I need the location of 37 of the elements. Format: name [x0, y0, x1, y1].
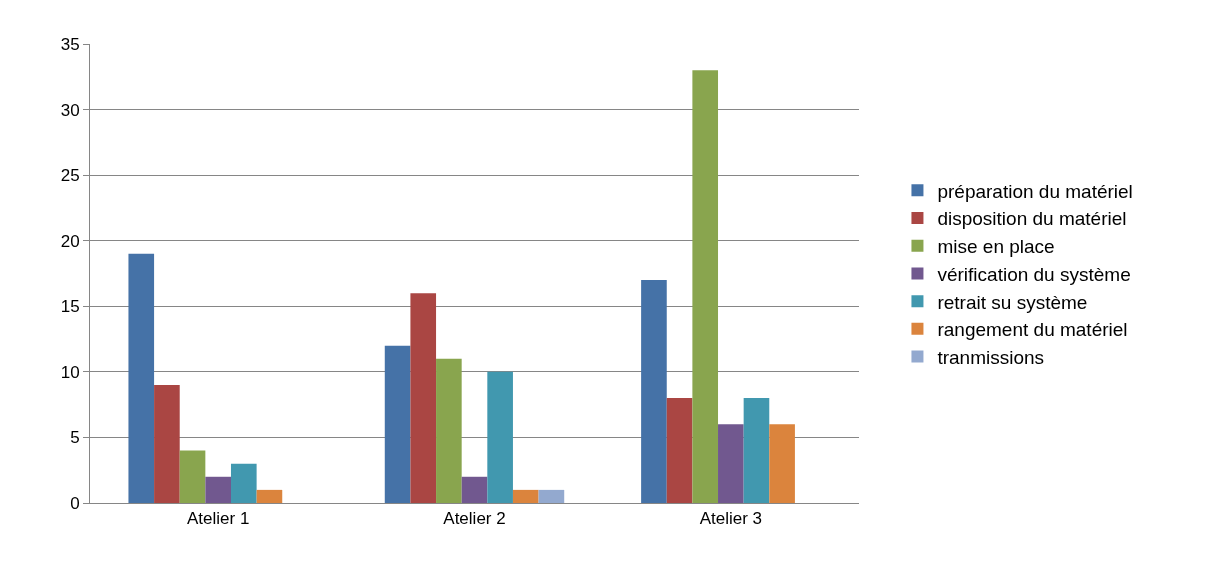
x-tick-label: Atelier 2 — [443, 509, 506, 529]
bar — [256, 489, 283, 503]
y-tick-label: 15 — [60, 297, 80, 317]
legend-label: mise en place — [937, 236, 1055, 258]
legend-label: retrait su système — [937, 291, 1088, 313]
bar — [410, 293, 437, 503]
bar — [384, 345, 411, 503]
bar — [692, 70, 719, 503]
y-tick-label: 0 — [70, 493, 80, 513]
legend-label: préparation du matériel — [937, 180, 1133, 202]
bar — [512, 489, 539, 503]
y-tick-label: 10 — [60, 362, 80, 382]
x-tick-label: Atelier 1 — [186, 509, 250, 529]
legend-label: disposition du matériel — [937, 208, 1127, 230]
bar — [487, 371, 513, 503]
bar — [641, 280, 667, 503]
legend-label: rangement du matériel — [937, 319, 1128, 341]
y-tick-label: 35 — [60, 34, 80, 54]
bar — [769, 424, 795, 503]
bar — [718, 424, 744, 503]
legend-label: tranmissions — [937, 346, 1045, 368]
bar — [436, 358, 462, 503]
y-tick-label: 25 — [60, 166, 80, 186]
bar — [743, 398, 770, 503]
x-tick-label: Atelier 3 — [699, 509, 763, 529]
bar — [128, 253, 155, 503]
y-tick-label: 5 — [70, 428, 80, 448]
legend-label: vérification du système — [937, 263, 1131, 285]
bar — [461, 476, 488, 503]
y-tick-label: 20 — [60, 231, 80, 251]
bar — [205, 476, 231, 503]
y-tick-label: 30 — [60, 100, 80, 120]
bar — [154, 384, 180, 503]
bar — [538, 489, 565, 503]
bar — [179, 450, 206, 503]
bar — [230, 463, 257, 503]
bar — [666, 398, 693, 503]
